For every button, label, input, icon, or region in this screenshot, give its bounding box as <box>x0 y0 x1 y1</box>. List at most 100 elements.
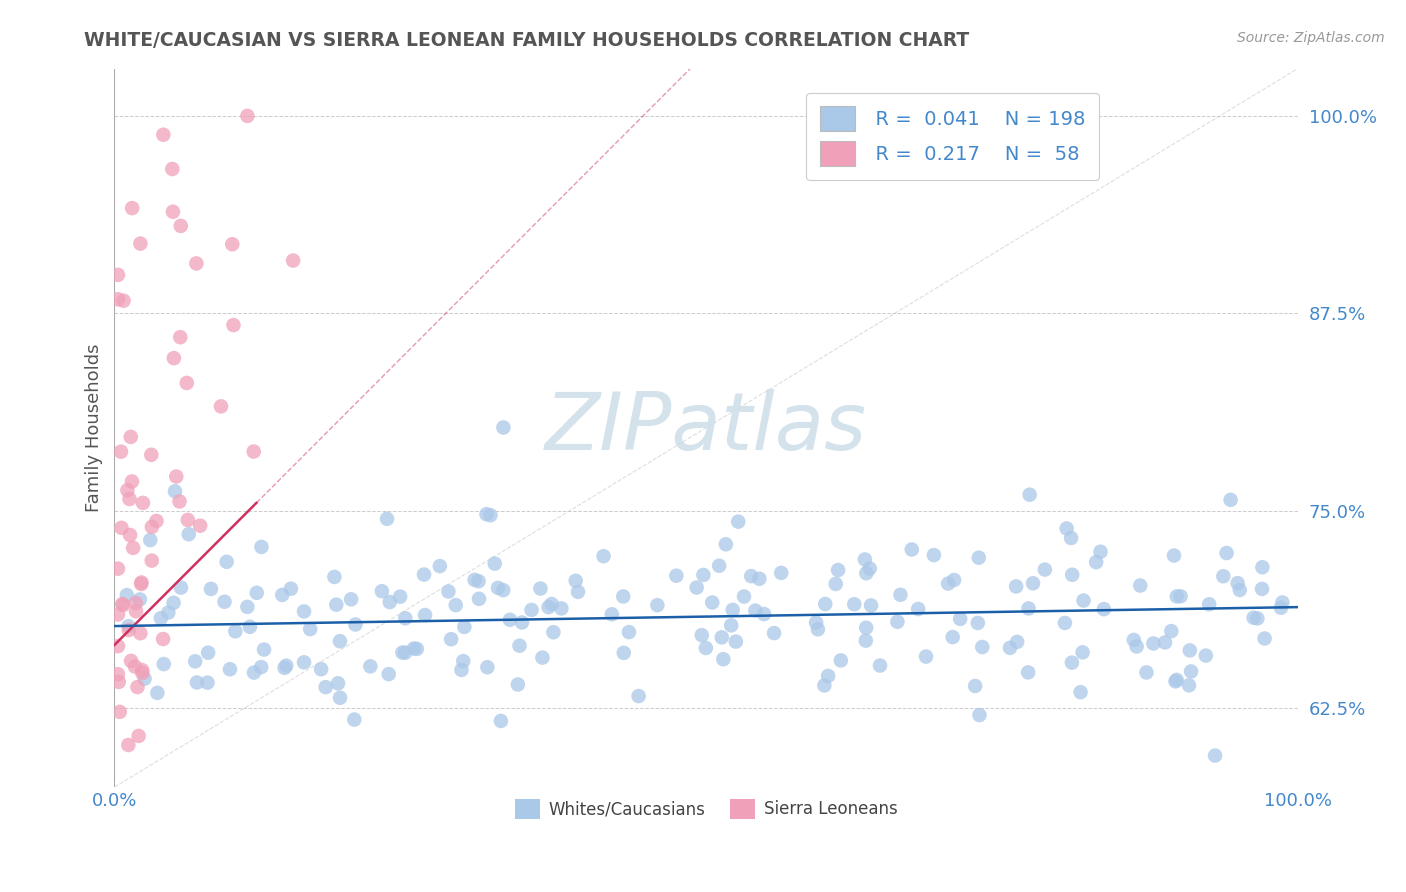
Point <box>371 584 394 599</box>
Point <box>402 641 425 656</box>
Point <box>394 611 416 625</box>
Point <box>506 677 529 691</box>
Point <box>359 659 381 673</box>
Point <box>276 658 298 673</box>
Point <box>107 268 129 282</box>
Point <box>859 561 882 575</box>
Point <box>169 494 191 508</box>
Point <box>325 598 347 612</box>
Point <box>1219 492 1241 507</box>
Point <box>492 583 515 598</box>
Point <box>998 640 1021 655</box>
Point <box>1251 560 1274 574</box>
Point <box>1092 602 1115 616</box>
Point <box>1163 549 1185 563</box>
Point <box>531 650 554 665</box>
Point <box>1178 678 1201 692</box>
Point <box>936 576 959 591</box>
Point <box>122 541 145 555</box>
Point <box>177 527 200 541</box>
Point <box>943 573 966 587</box>
Point <box>214 595 236 609</box>
Point <box>600 607 623 622</box>
Point <box>129 626 152 640</box>
Point <box>1246 611 1268 625</box>
Point <box>163 351 186 366</box>
Point <box>110 521 132 535</box>
Point <box>1170 589 1192 603</box>
Point <box>529 582 551 596</box>
Point <box>763 626 786 640</box>
Point <box>1204 748 1226 763</box>
Point <box>486 581 509 595</box>
Point <box>323 570 346 584</box>
Point <box>186 256 208 270</box>
Point <box>1142 636 1164 650</box>
Point <box>292 656 315 670</box>
Point <box>170 219 193 233</box>
Point <box>690 628 713 642</box>
Point <box>967 550 990 565</box>
Point <box>1071 645 1094 659</box>
Point <box>243 665 266 680</box>
Point <box>489 714 512 728</box>
Point <box>131 666 153 681</box>
Point <box>965 679 987 693</box>
Point <box>1017 665 1039 680</box>
Point <box>1125 640 1147 654</box>
Point <box>131 575 153 590</box>
Point <box>1215 546 1237 560</box>
Point <box>273 661 295 675</box>
Point <box>744 603 766 617</box>
Point <box>869 658 891 673</box>
Point <box>966 615 988 630</box>
Point <box>129 577 152 591</box>
Point <box>271 588 294 602</box>
Point <box>343 713 366 727</box>
Point <box>118 491 141 506</box>
Legend: Whites/Caucasians, Sierra Leoneans: Whites/Caucasians, Sierra Leoneans <box>509 792 904 826</box>
Point <box>1251 582 1274 596</box>
Point <box>844 597 866 611</box>
Point <box>617 625 640 640</box>
Point <box>242 444 264 458</box>
Point <box>543 625 565 640</box>
Point <box>1060 531 1083 545</box>
Point <box>695 640 717 655</box>
Point <box>163 484 186 499</box>
Point <box>177 513 200 527</box>
Point <box>127 680 149 694</box>
Point <box>479 508 502 523</box>
Point <box>405 641 427 656</box>
Point <box>724 634 747 648</box>
Point <box>550 601 572 615</box>
Point <box>315 680 337 694</box>
Point <box>972 640 994 654</box>
Point <box>520 603 543 617</box>
Point <box>118 528 141 542</box>
Point <box>162 204 184 219</box>
Point <box>685 581 707 595</box>
Point <box>221 237 243 252</box>
Point <box>152 657 174 671</box>
Point <box>141 520 163 534</box>
Point <box>1164 674 1187 689</box>
Point <box>118 623 141 637</box>
Point <box>1243 611 1265 625</box>
Point <box>1154 635 1177 649</box>
Point <box>239 620 262 634</box>
Point <box>468 591 491 606</box>
Point <box>329 690 352 705</box>
Point <box>484 557 506 571</box>
Text: ZIPatlas: ZIPatlas <box>546 389 868 467</box>
Point <box>299 622 322 636</box>
Point <box>827 563 849 577</box>
Point <box>1253 632 1275 646</box>
Point <box>281 253 304 268</box>
Point <box>853 552 876 566</box>
Point <box>464 573 486 587</box>
Point <box>444 598 467 612</box>
Text: WHITE/CAUCASIAN VS SIERRA LEONEAN FAMILY HOUSEHOLDS CORRELATION CHART: WHITE/CAUCASIAN VS SIERRA LEONEAN FAMILY… <box>84 31 970 50</box>
Point <box>121 475 143 489</box>
Point <box>1073 593 1095 607</box>
